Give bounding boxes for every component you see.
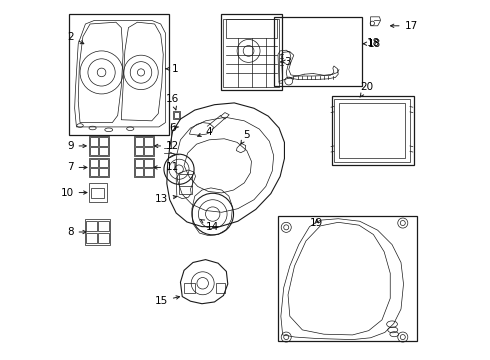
Bar (135, 168, 144, 176)
Bar (134, 136, 154, 156)
Bar (179, 174, 192, 194)
Text: 10: 10 (60, 188, 87, 198)
Bar (98, 233, 109, 243)
Text: 17: 17 (391, 21, 418, 31)
Bar (98, 221, 109, 231)
Text: 2: 2 (67, 32, 84, 44)
Text: 16: 16 (166, 94, 179, 110)
Bar (89, 158, 109, 177)
Bar (92, 188, 104, 198)
Bar (172, 111, 180, 119)
Bar (145, 158, 153, 167)
Text: 5: 5 (241, 130, 250, 144)
Bar (99, 138, 108, 146)
Text: 4: 4 (197, 127, 212, 136)
Text: 15: 15 (155, 296, 179, 306)
Text: 11: 11 (154, 162, 179, 172)
Bar (99, 147, 108, 155)
Bar (89, 183, 107, 202)
Bar (90, 138, 98, 146)
Bar (145, 138, 153, 146)
Bar (99, 158, 108, 167)
Bar (99, 168, 108, 176)
Bar (216, 283, 224, 293)
Bar (332, 96, 414, 165)
Bar (173, 112, 179, 118)
Bar (85, 220, 110, 244)
Bar (135, 138, 144, 146)
Text: 6: 6 (169, 123, 179, 132)
Text: 8: 8 (67, 227, 86, 237)
Bar (145, 168, 153, 176)
Text: 13: 13 (155, 194, 176, 204)
Bar (145, 147, 153, 155)
Text: 20: 20 (360, 82, 373, 97)
Bar (274, 17, 362, 86)
Text: 3: 3 (281, 57, 291, 67)
Text: 12: 12 (154, 141, 179, 151)
Bar (86, 233, 97, 243)
Bar (90, 147, 98, 155)
Bar (278, 216, 417, 341)
Bar (135, 158, 144, 167)
Text: 14: 14 (200, 219, 219, 231)
Text: 7: 7 (67, 162, 87, 172)
Bar (134, 158, 154, 177)
Text: 18: 18 (367, 38, 380, 48)
Text: 18: 18 (368, 39, 381, 49)
Bar (86, 221, 97, 231)
Bar (220, 14, 282, 90)
Text: 1: 1 (166, 64, 178, 74)
Bar (90, 158, 98, 167)
Text: 19: 19 (310, 218, 323, 228)
Bar (89, 136, 109, 156)
Bar (184, 283, 195, 293)
Bar (69, 14, 169, 135)
Bar (135, 147, 144, 155)
Text: 9: 9 (67, 141, 86, 151)
Bar (90, 168, 98, 176)
